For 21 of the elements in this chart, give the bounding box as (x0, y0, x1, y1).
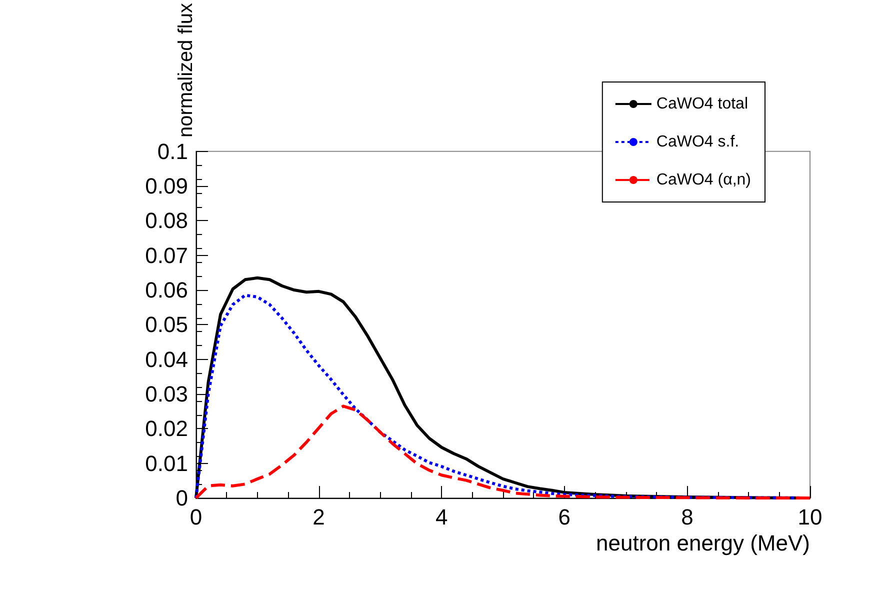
y-tick-label: 0.01 (145, 450, 188, 476)
y-tick-label: 0.09 (145, 174, 188, 199)
x-tick-label: 10 (798, 504, 822, 530)
y-tick-label: 0.08 (145, 208, 188, 234)
x-tick-label: 8 (681, 504, 694, 530)
y-tick-label: 0.05 (145, 312, 188, 338)
legend-label: CaWO4 total (656, 96, 748, 112)
y-tick-label: 0.03 (145, 382, 188, 407)
x-tick-label: 4 (435, 504, 448, 530)
x-axis-title: neutron energy (MeV) (596, 530, 810, 556)
y-tick-label: 0.06 (145, 278, 188, 303)
y-tick-label: 0.04 (145, 346, 188, 372)
y-tick-label: 0 (176, 486, 188, 510)
y-tick-label: 0.1 (157, 138, 188, 164)
legend-label: CaWO4 s.f. (656, 134, 740, 150)
legend-label: CaWO4 (α,n) (656, 172, 751, 188)
x-tick-label: 6 (558, 504, 571, 530)
x-tick-label: 2 (312, 504, 325, 530)
y-axis-title: normalized flux (175, 3, 197, 138)
y-tick-label: 0.07 (145, 242, 188, 268)
y-tick-label: 0.02 (145, 416, 188, 442)
